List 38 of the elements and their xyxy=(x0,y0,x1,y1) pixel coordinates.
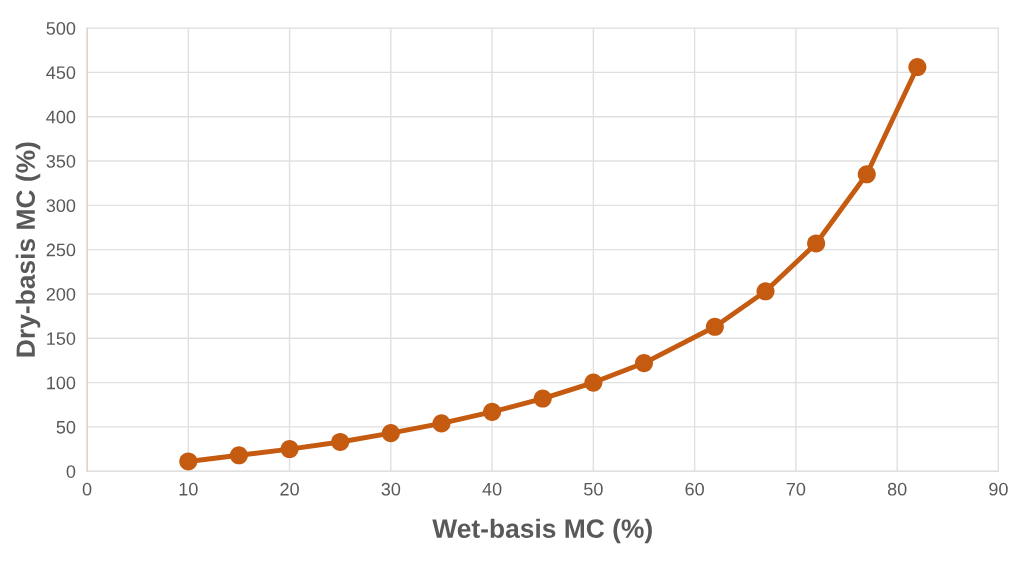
point xyxy=(432,414,451,433)
point xyxy=(705,317,724,336)
point xyxy=(857,165,876,184)
y-tick-label: 0 xyxy=(66,465,76,478)
x-axis-title: Wet-basis MC (%) xyxy=(432,518,652,544)
x-tick-label: 10 xyxy=(179,482,198,496)
x-tick-label: 80 xyxy=(887,482,907,496)
point xyxy=(331,432,350,452)
x-tick-label: 70 xyxy=(786,482,806,496)
y-axis-title: Dry-basis MC (%) xyxy=(15,142,41,357)
y-tick-label: 100 xyxy=(47,376,76,390)
x-tick-label: 40 xyxy=(482,482,502,496)
y-tick-label: 500 xyxy=(46,21,76,35)
point xyxy=(381,424,400,443)
y-tick-label: 50 xyxy=(56,420,76,434)
x-tick-label: 0 xyxy=(82,482,92,496)
point xyxy=(756,282,775,301)
y-tick-label: 400 xyxy=(46,110,76,124)
point xyxy=(634,354,654,373)
y-tick-label: 450 xyxy=(46,66,76,80)
point xyxy=(483,402,502,421)
point xyxy=(280,440,299,459)
y-tick-label: 150 xyxy=(47,332,76,345)
y-tick-label: 200 xyxy=(46,287,76,301)
x-tick-label: 60 xyxy=(685,482,704,496)
y-tick-label: 350 xyxy=(46,154,76,168)
x-tick-label: 30 xyxy=(381,482,401,496)
x-tick-label: 50 xyxy=(584,482,603,496)
x-tick-label: 20 xyxy=(280,482,299,496)
point xyxy=(807,234,826,253)
x-tick-label: 90 xyxy=(989,482,1008,496)
point xyxy=(533,389,552,408)
point xyxy=(229,446,248,465)
point xyxy=(179,452,198,471)
point xyxy=(908,58,927,77)
y-tick-label: 250 xyxy=(46,243,76,257)
y-tick-label: 300 xyxy=(46,199,76,213)
point xyxy=(584,373,603,392)
